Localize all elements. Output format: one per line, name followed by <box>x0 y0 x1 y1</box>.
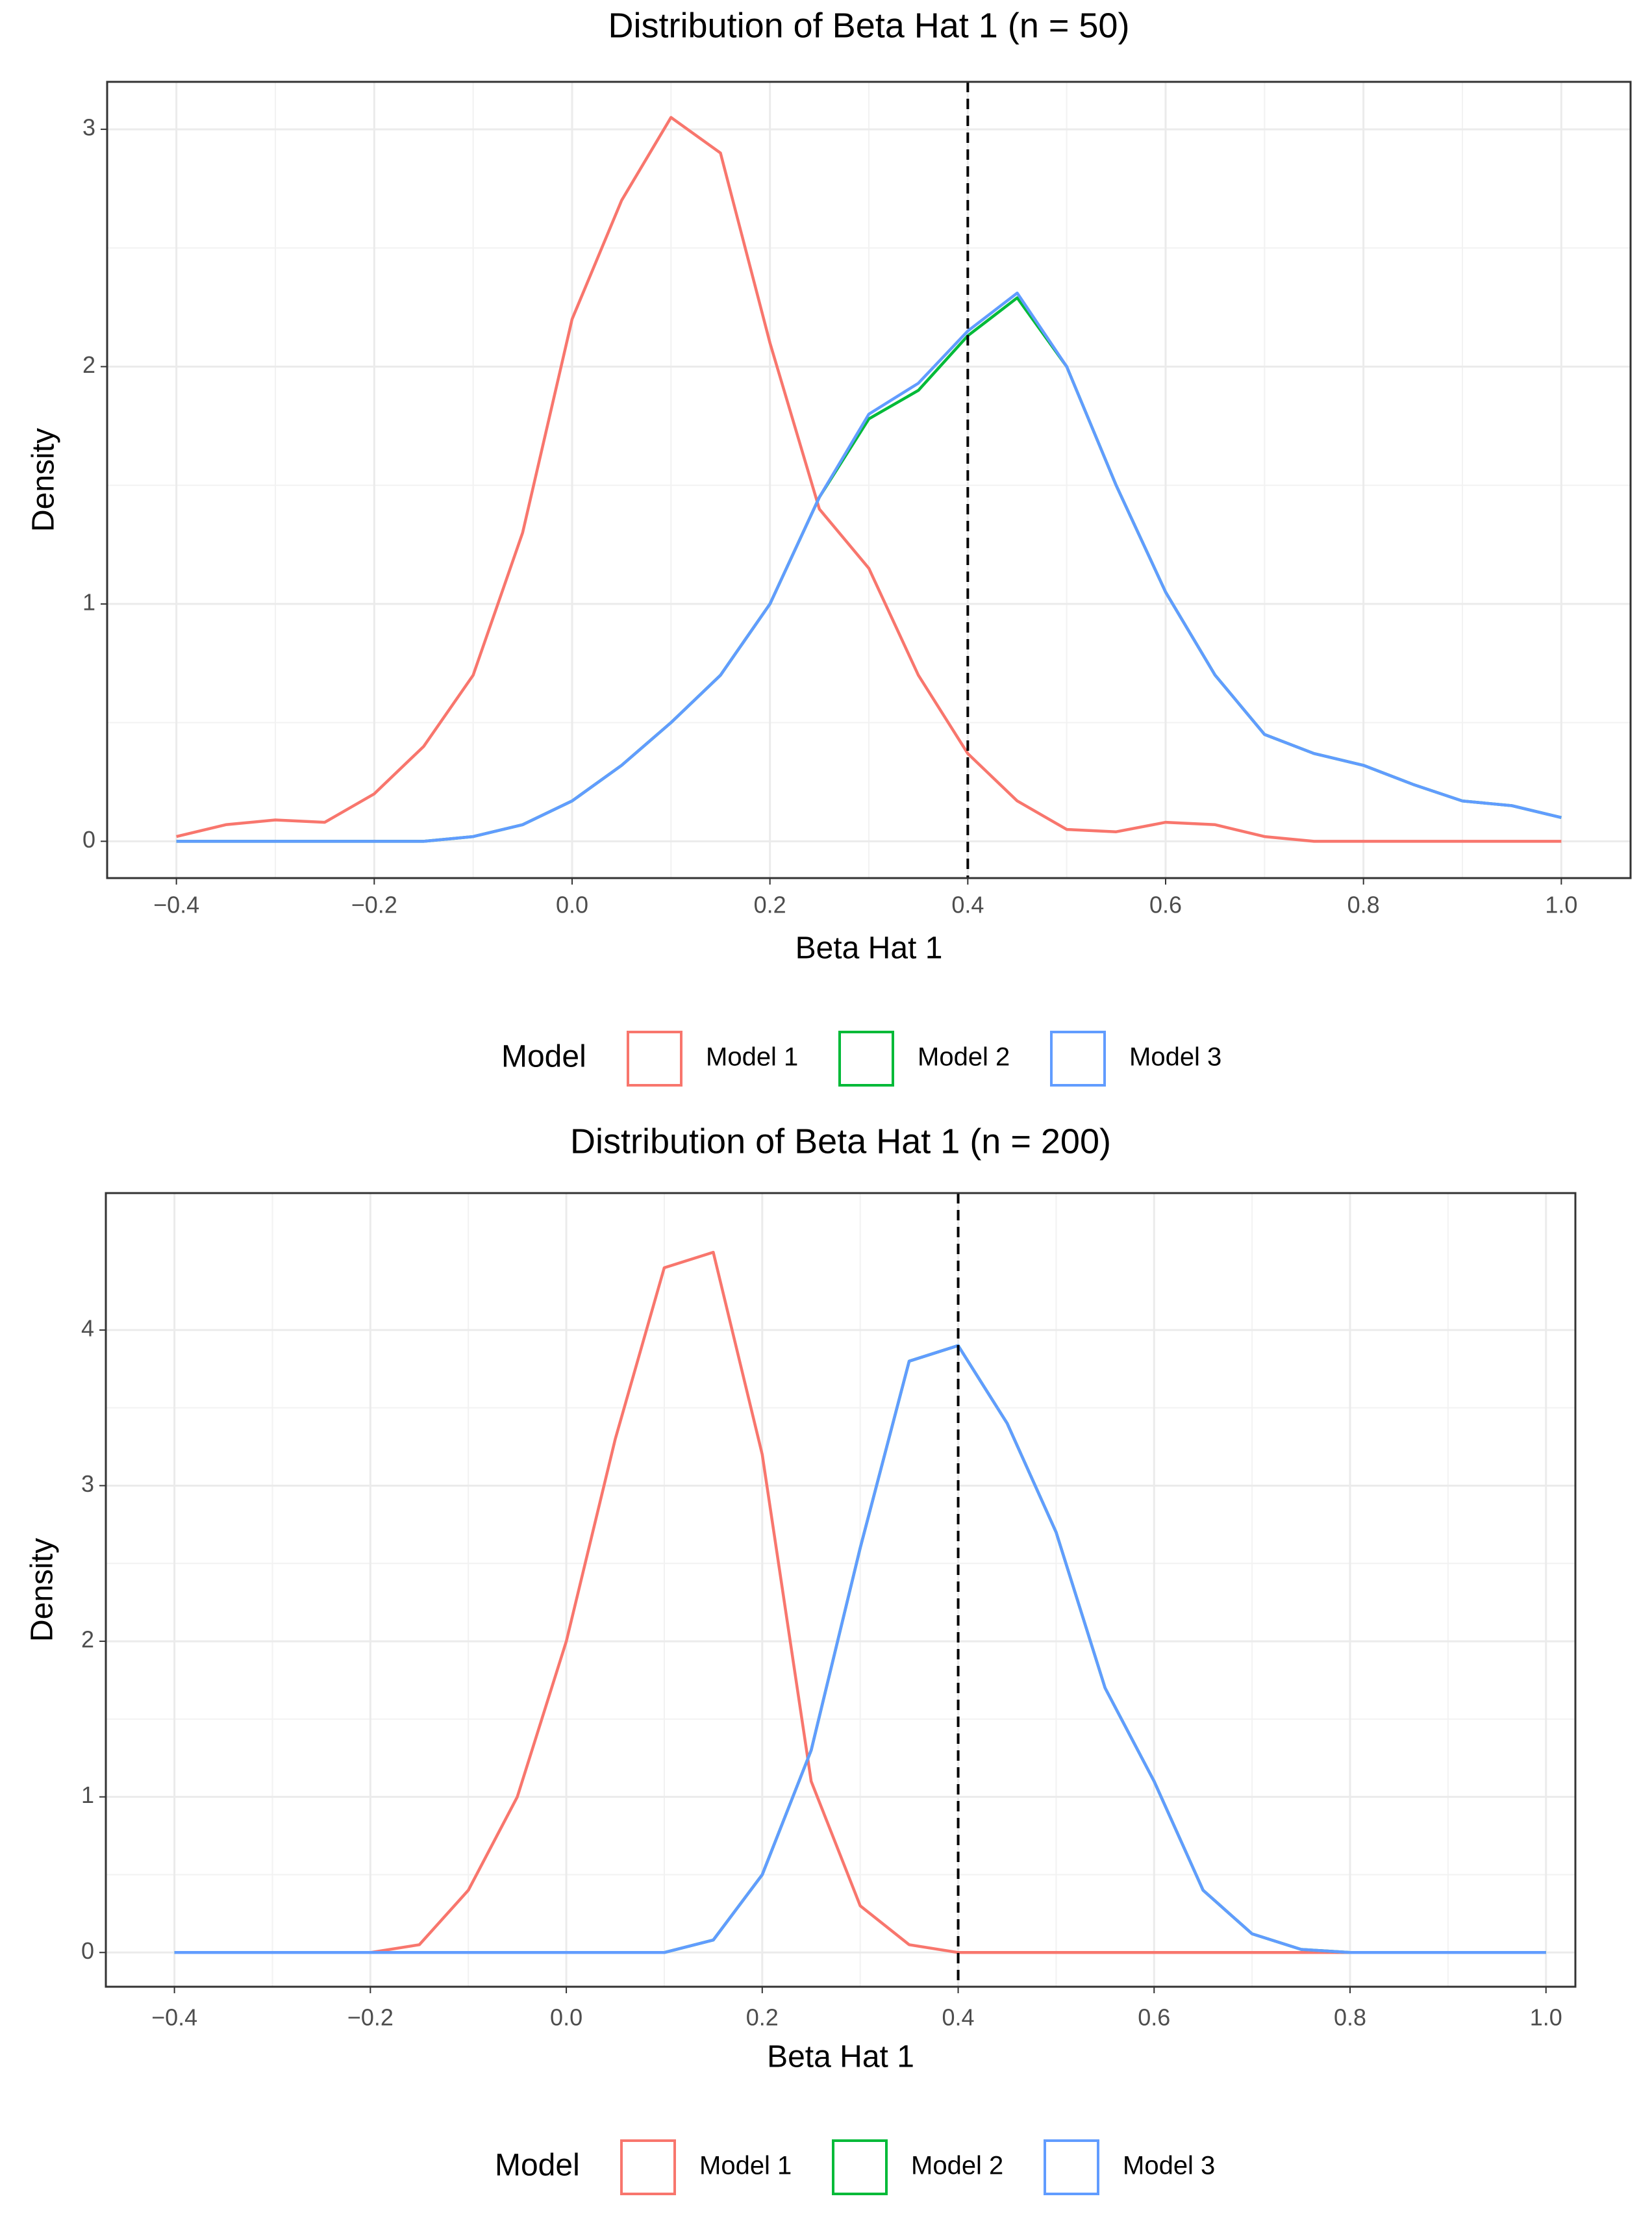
x-tick-label: 0.0 <box>550 2004 582 2031</box>
chart-title: Distribution of Beta Hat 1 (n = 50) <box>608 6 1130 45</box>
legend-label: Model 3 <box>1123 2152 1215 2180</box>
density-line <box>176 291 1562 843</box>
x-tick-label: 0.8 <box>1334 2004 1366 2031</box>
legend-title: Model <box>495 2148 580 2183</box>
y-tick-label: 2 <box>81 1626 94 1653</box>
x-axis-title: Beta Hat 1 <box>795 931 943 966</box>
y-axis-title: Density <box>27 428 61 532</box>
legend-key <box>832 2139 888 2195</box>
x-tick-label: 0.6 <box>1149 892 1182 918</box>
y-tick-label: 0 <box>82 826 95 853</box>
x-axis-title: Beta Hat 1 <box>767 2040 914 2074</box>
y-tick-label: 2 <box>82 351 95 378</box>
y-tick-label: 0 <box>81 1937 94 1964</box>
legend-key <box>1044 2139 1099 2195</box>
legend-key <box>1050 1031 1106 1087</box>
chart-title: Distribution of Beta Hat 1 (n = 200) <box>570 1122 1111 1161</box>
y-tick-label: 3 <box>82 114 95 141</box>
y-axis-title: Density <box>25 1538 60 1642</box>
legend-label: Model 1 <box>706 1043 798 1072</box>
x-tick-label: 0.0 <box>556 892 588 918</box>
x-tick-label: 0.6 <box>1138 2004 1170 2031</box>
legend-label: Model 3 <box>1129 1043 1221 1072</box>
plot-border <box>105 1192 1577 1988</box>
x-tick-label: 0.2 <box>746 2004 779 2031</box>
legend-title: Model <box>501 1040 586 1074</box>
legend-label: Model 1 <box>699 2152 792 2180</box>
density-line <box>174 1250 1546 1954</box>
y-tick-label: 1 <box>82 588 95 615</box>
x-tick-label: 0.4 <box>951 892 984 918</box>
x-tick-label: 1.0 <box>1545 892 1577 918</box>
legend-label: Model 2 <box>911 2152 1003 2180</box>
x-tick-label: 1.0 <box>1530 2004 1562 2031</box>
y-tick-label: 3 <box>81 1470 94 1497</box>
density-line <box>174 1344 1546 1954</box>
x-tick-label: −0.2 <box>347 2004 394 2031</box>
x-tick-label: 0.2 <box>754 892 786 918</box>
legend-label: Model 2 <box>918 1043 1010 1072</box>
legend-key <box>627 1031 682 1087</box>
plot-border <box>106 81 1632 879</box>
legend-key <box>620 2139 676 2195</box>
legend-key <box>838 1031 894 1087</box>
density-line <box>176 116 1562 843</box>
x-tick-label: 0.8 <box>1347 892 1380 918</box>
x-tick-label: −0.2 <box>351 892 397 918</box>
y-tick-label: 1 <box>81 1782 94 1808</box>
y-tick-label: 4 <box>81 1315 94 1341</box>
x-tick-label: −0.4 <box>153 892 199 918</box>
x-tick-label: 0.4 <box>942 2004 975 2031</box>
x-tick-label: −0.4 <box>151 2004 197 2031</box>
